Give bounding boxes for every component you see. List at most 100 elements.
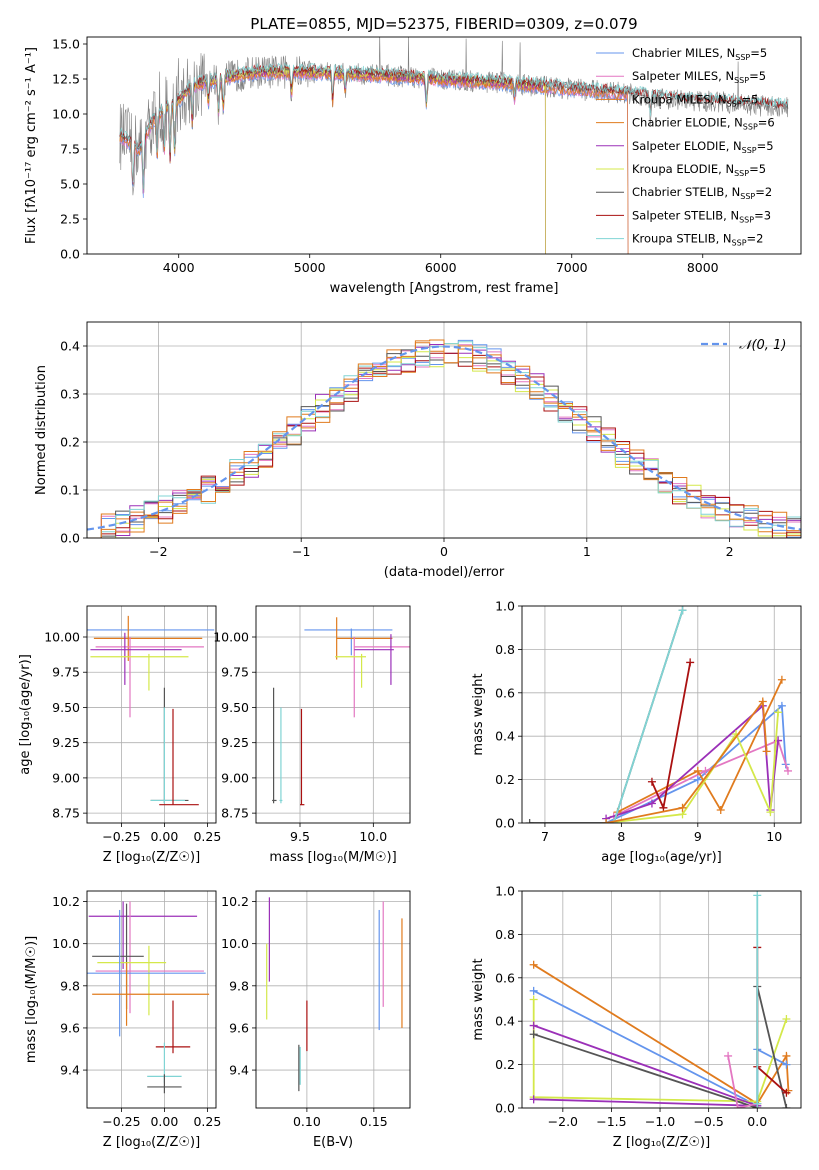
weight-marker bbox=[782, 1060, 791, 1069]
errorbar-point bbox=[90, 632, 182, 685]
x-axis-label: wavelength [Angstrom, rest frame] bbox=[330, 281, 559, 296]
y-tick-label: 0.4 bbox=[60, 339, 80, 354]
y-axis-label: mass [log₁₀(M/M☉)] bbox=[24, 936, 39, 1063]
weight-line-kroupa-miles bbox=[533, 964, 790, 1105]
histogram-chabrier-elodie bbox=[87, 339, 801, 538]
plot-area bbox=[87, 901, 210, 1094]
weight-line-kroupa-elodie bbox=[532, 999, 788, 1103]
x-tick-label: 10.0 bbox=[359, 829, 387, 844]
x-tick-label: 7000 bbox=[556, 260, 588, 275]
y-tick-label: 0.2 bbox=[495, 1057, 515, 1072]
x-tick-label: 0 bbox=[440, 544, 448, 559]
x-tick-label: −2 bbox=[149, 544, 167, 559]
errorbar-point bbox=[88, 901, 198, 969]
weight-line-salpeter-miles bbox=[613, 739, 789, 818]
y-tick-label: 7.5 bbox=[60, 142, 80, 157]
weight-marker bbox=[777, 701, 786, 710]
weight-marker bbox=[529, 995, 538, 1004]
chart-weight_vs_age: 7 8 9 10 0.0 0.2 0.4 0.6 0.8 1.0 age [log₁₀(age/yr… bbox=[471, 599, 802, 865]
plot-area bbox=[87, 615, 215, 806]
y-tick-label: 1.0 bbox=[495, 884, 515, 899]
axes-frame bbox=[86, 890, 217, 1109]
y-tick-label: 0.4 bbox=[495, 729, 515, 744]
y-tick-label: 0.6 bbox=[495, 970, 515, 985]
weight-marker bbox=[774, 708, 783, 717]
y-axis-label: mass weight bbox=[471, 673, 486, 755]
y-tick-label: 0.2 bbox=[495, 772, 515, 787]
y-tick-label: 0.3 bbox=[60, 387, 80, 402]
chart-title: PLATE=0855, MJD=52375, FIBERID=0309, z=0… bbox=[250, 15, 637, 33]
weight-line-salpeter-elodie bbox=[605, 703, 779, 820]
legend-entry: Kroupa MILES, NSSP=5 bbox=[632, 92, 758, 108]
axes-frame bbox=[521, 890, 802, 1109]
plot-area bbox=[119, 37, 789, 254]
x-tick-label: 9 bbox=[694, 829, 702, 844]
weight-marker bbox=[647, 799, 656, 808]
y-tick-label: 9.6 bbox=[229, 1020, 249, 1035]
y-tick-label: 0.2 bbox=[60, 435, 80, 450]
model-spectrum-kroupa-miles bbox=[119, 69, 629, 254]
model-spectrum-salpeter-miles bbox=[119, 70, 629, 254]
x-tick-label: 5000 bbox=[294, 260, 326, 275]
errorbar-point bbox=[93, 615, 203, 661]
errorbar-point bbox=[159, 708, 199, 806]
y-tick-label: 0.4 bbox=[495, 1014, 515, 1029]
errorbar-point bbox=[95, 637, 204, 718]
weight-marker bbox=[753, 891, 762, 900]
chart-spectrum: 4000 5000 6000 7000 8000 0.0 2.5 5.0 7.5 10.0 12.5… bbox=[24, 15, 802, 296]
errorbar-point bbox=[92, 903, 144, 1009]
weight-marker bbox=[782, 1104, 791, 1108]
errorbar-point bbox=[150, 687, 189, 804]
y-tick-label: 0.0 bbox=[495, 816, 515, 831]
weight-marker bbox=[753, 1099, 762, 1108]
chart-mass_vs_EBV: 0.10 0.15 9.4 9.6 9.8 10.0 10.2 E(B-V) bbox=[221, 890, 411, 1150]
y-tick-label: 9.75 bbox=[221, 665, 249, 680]
y-tick-label: 10.2 bbox=[52, 894, 80, 909]
axes-frame bbox=[86, 605, 217, 824]
weight-line-salpeter-elodie bbox=[533, 1024, 758, 1107]
x-tick-label: 0.15 bbox=[360, 1114, 388, 1129]
weight-marker bbox=[701, 766, 710, 775]
y-tick-label: 10.00 bbox=[44, 630, 80, 645]
axes-frame bbox=[255, 890, 411, 1109]
x-axis-label: Z [log₁₀(Z/Z☉)] bbox=[103, 850, 200, 865]
y-tick-label: 9.00 bbox=[221, 770, 249, 785]
legend-entry: Chabrier STELIB, NSSP=2 bbox=[632, 185, 772, 201]
y-tick-label: 10.0 bbox=[52, 107, 80, 122]
errorbar-point bbox=[95, 901, 204, 1014]
weight-marker bbox=[529, 1021, 538, 1030]
weight-marker bbox=[782, 1015, 791, 1024]
errorbar-point bbox=[272, 687, 277, 804]
y-tick-label: 9.75 bbox=[52, 665, 80, 680]
weight-line-kroupa-stelib bbox=[612, 610, 684, 823]
weight-line-salpeter-miles bbox=[727, 1055, 758, 1108]
weight-marker bbox=[724, 1051, 733, 1060]
x-tick-label: 4000 bbox=[163, 260, 195, 275]
y-tick-label: 9.25 bbox=[221, 735, 249, 750]
x-tick-label: 0.00 bbox=[150, 1114, 178, 1129]
legend-entry: Chabrier MILES, NSSP=5 bbox=[632, 46, 767, 62]
y-tick-label: 9.4 bbox=[229, 1063, 249, 1078]
y-tick-label: 10.2 bbox=[221, 894, 249, 909]
weight-marker bbox=[647, 777, 656, 786]
axes-frame bbox=[86, 36, 802, 255]
y-tick-label: 10.0 bbox=[221, 936, 249, 951]
legend-entry: Salpeter MILES, NSSP=5 bbox=[632, 69, 766, 85]
x-tick-label: 9.5 bbox=[290, 829, 310, 844]
axes-frame bbox=[255, 605, 411, 824]
y-tick-label: 9.8 bbox=[229, 978, 249, 993]
y-tick-label: 0.6 bbox=[495, 685, 515, 700]
x-tick-label: −1.5 bbox=[596, 1114, 626, 1129]
weight-marker bbox=[777, 675, 786, 684]
weight-marker bbox=[782, 1051, 791, 1060]
y-tick-label: 5.0 bbox=[60, 177, 80, 192]
y-tick-label: 9.00 bbox=[52, 770, 80, 785]
plot-area bbox=[266, 897, 403, 1092]
x-tick-label: −0.25 bbox=[102, 829, 140, 844]
errorbar-point bbox=[92, 962, 210, 1026]
legend-entry: Salpeter ELODIE, NSSP=5 bbox=[632, 139, 774, 155]
axes-frame bbox=[86, 321, 802, 539]
x-tick-label: 0.25 bbox=[193, 829, 221, 844]
y-axis-label: Normed distribution bbox=[34, 365, 49, 495]
